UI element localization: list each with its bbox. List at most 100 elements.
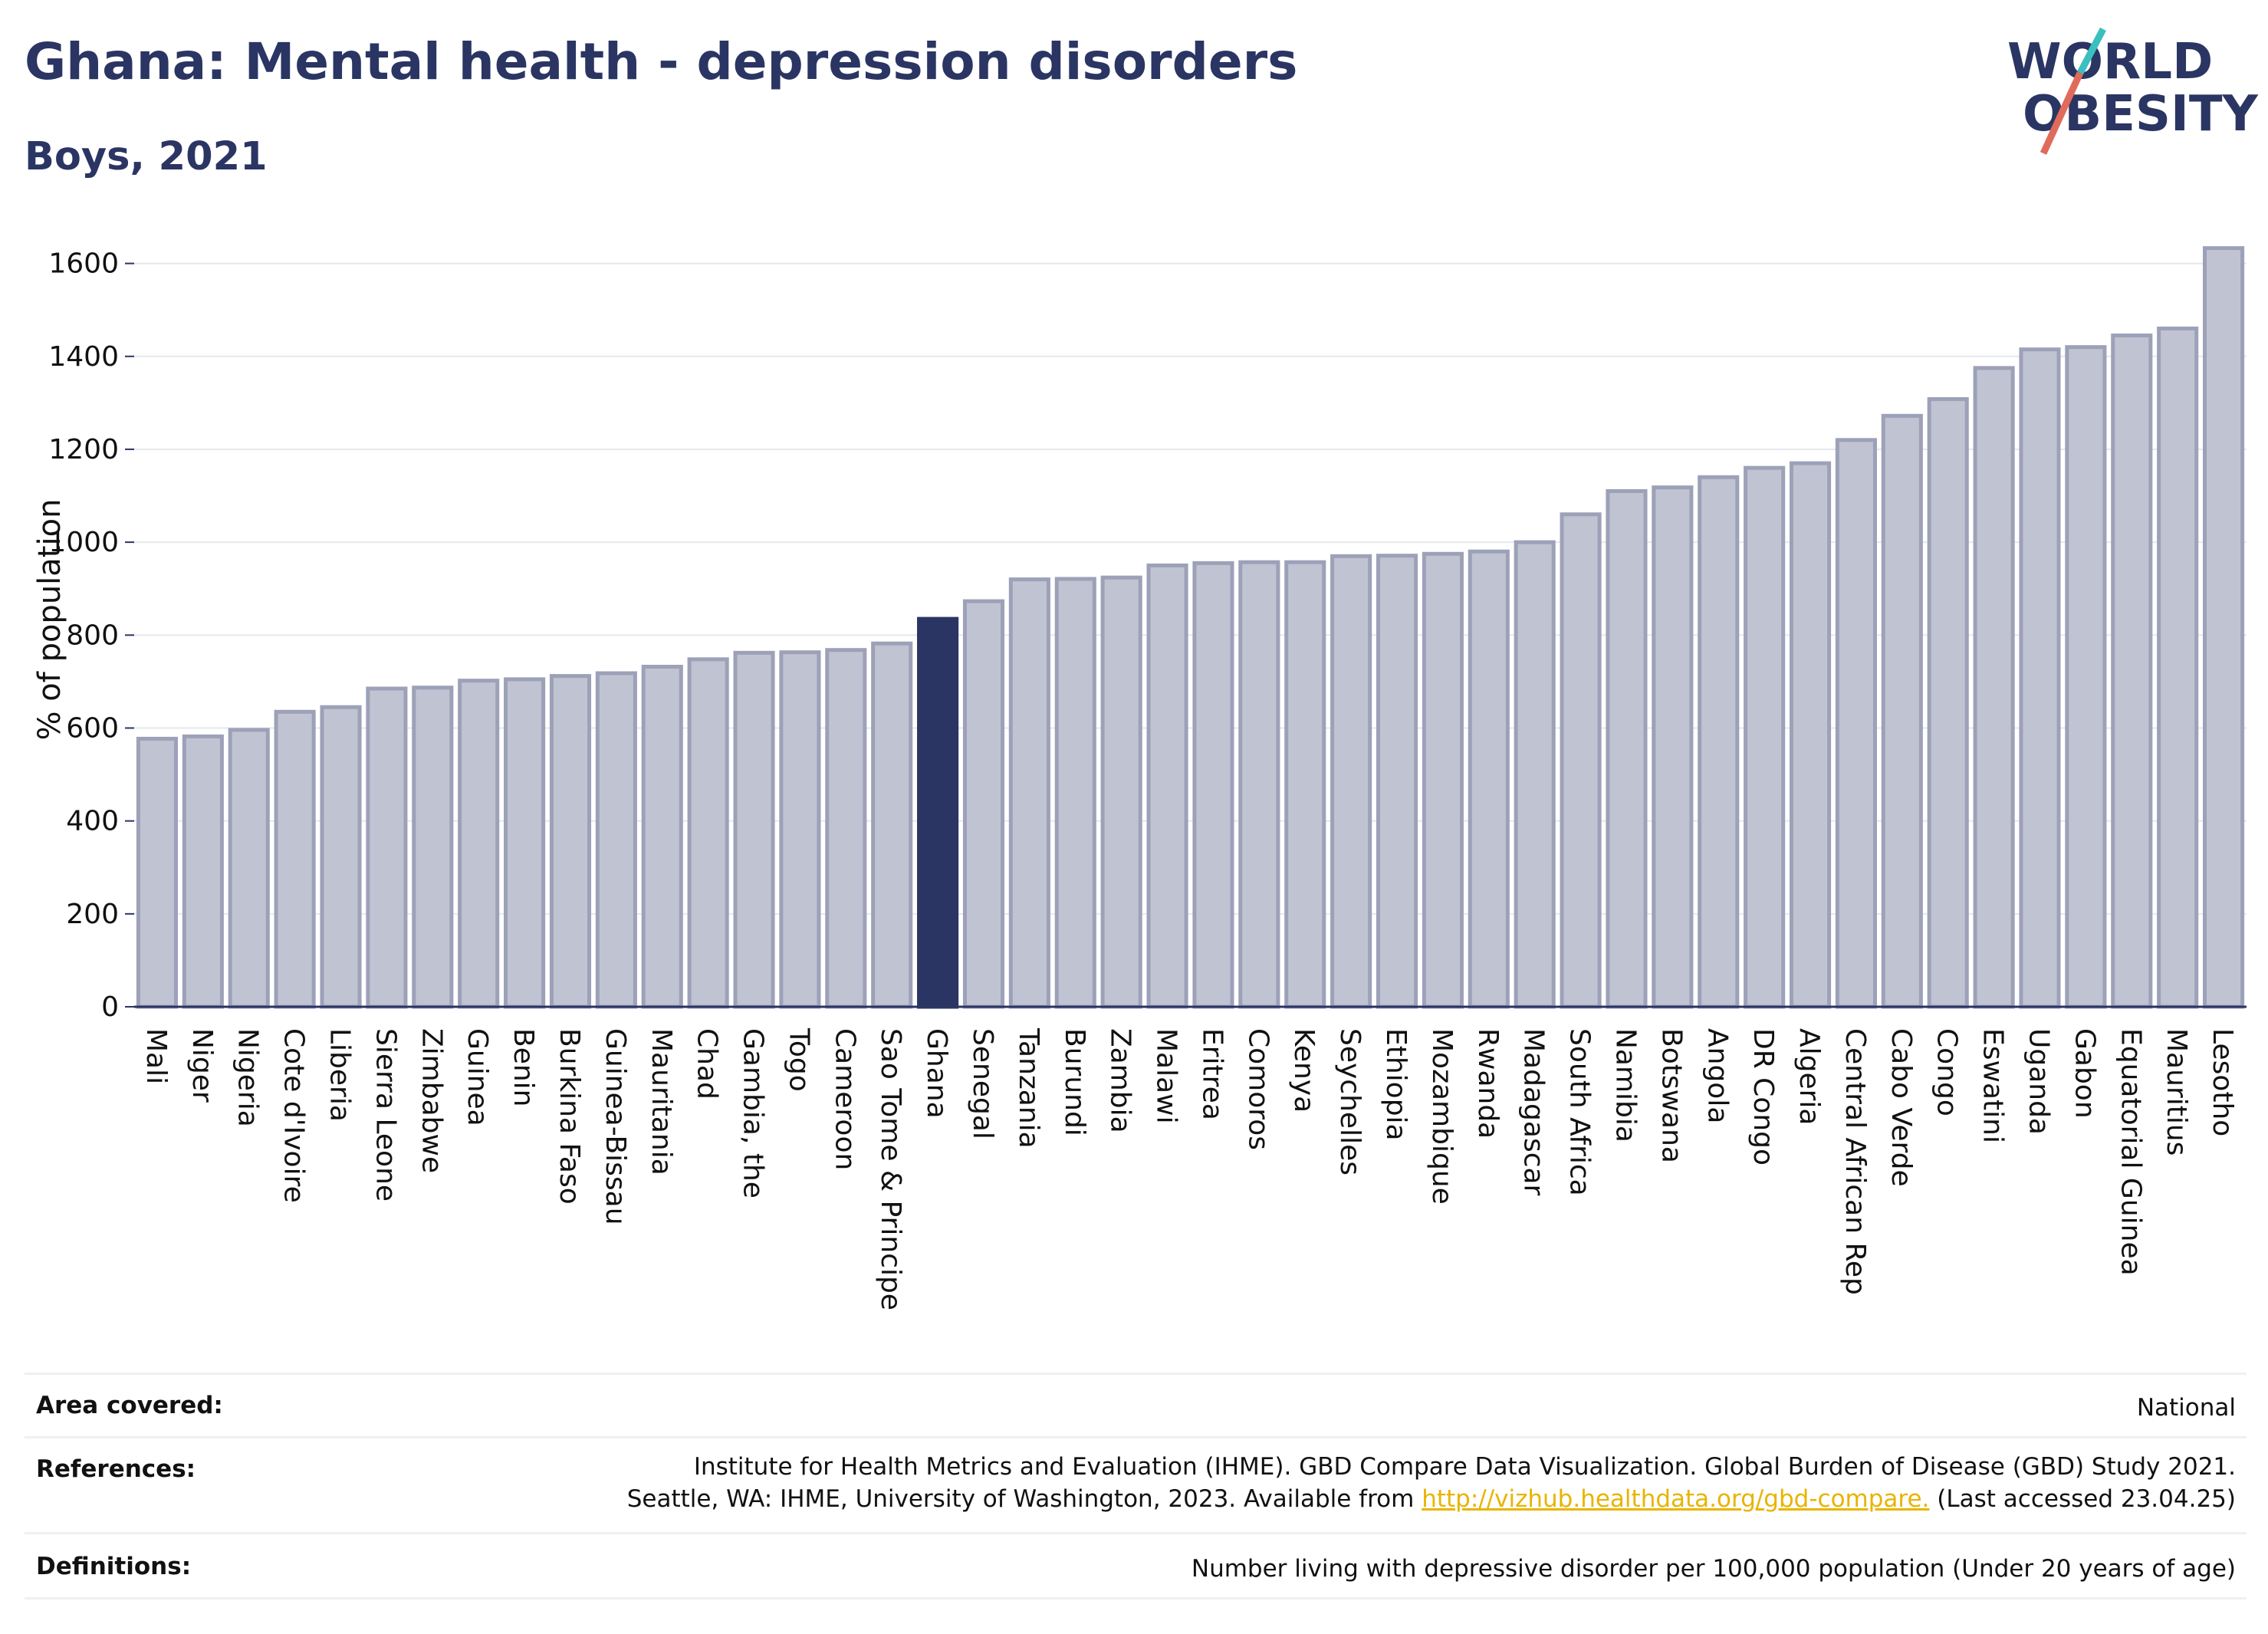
bar xyxy=(1881,413,1923,1009)
bar xyxy=(1008,577,1050,1009)
bar xyxy=(1744,465,1786,1009)
x-tick-label: Sierra Leone xyxy=(370,1028,401,1202)
references-label: References: xyxy=(36,1455,196,1483)
x-tick-label: Botswana xyxy=(1655,1028,1687,1163)
references-line-1: Institute for Health Metrics and Evaluat… xyxy=(693,1453,2236,1481)
x-tick-label: Kenya xyxy=(1288,1028,1320,1113)
bar xyxy=(2065,345,2107,1009)
bar xyxy=(2111,334,2153,1009)
bar xyxy=(1973,366,2015,1009)
y-axis-label: % of population xyxy=(32,499,67,741)
x-tick-label: Madagascar xyxy=(1518,1028,1550,1196)
page-title: Ghana: Mental health - depression disord… xyxy=(25,32,1298,91)
x-tick-label: Nigeria xyxy=(232,1028,264,1127)
references-line-2-text: Seattle, WA: IHME, University of Washing… xyxy=(626,1485,1422,1513)
x-tick-label: Cote d'Ivoire xyxy=(278,1028,310,1203)
x-tick-label: Senegal xyxy=(967,1028,998,1139)
bar xyxy=(641,664,683,1009)
bar xyxy=(1698,475,1740,1009)
x-tick-label: Mali xyxy=(140,1028,172,1084)
x-tick-label: Ethiopia xyxy=(1380,1028,1412,1141)
x-tick-label: Angola xyxy=(1701,1028,1733,1123)
y-tick-label: 1000 xyxy=(48,527,119,558)
references-link[interactable]: http://vizhub.healthdata.org/gbd-compare… xyxy=(1422,1485,1930,1513)
x-tick-label: Eritrea xyxy=(1196,1028,1228,1120)
x-tick-label: Gabon xyxy=(2069,1028,2100,1119)
x-tick-label: Congo xyxy=(1931,1028,1963,1116)
x-tick-label: Malawi xyxy=(1151,1028,1182,1124)
bar xyxy=(1560,512,1602,1009)
bar xyxy=(871,641,913,1009)
x-tick-label: Burkina Faso xyxy=(554,1028,585,1205)
definitions-value: Number living with depressive disorder p… xyxy=(1191,1555,2236,1583)
x-tick-label: Algeria xyxy=(1793,1028,1825,1126)
logo-slash-top xyxy=(2077,27,2106,75)
x-tick-label: Guinea xyxy=(462,1028,493,1126)
y-tick-label: 600 xyxy=(66,712,119,744)
x-tick-label: Seychelles xyxy=(1334,1028,1366,1175)
bar xyxy=(274,709,316,1009)
x-tick-label: Equatorial Guinea xyxy=(2115,1028,2146,1276)
y-tick-label: 1600 xyxy=(48,248,119,280)
bar xyxy=(366,686,408,1009)
info-row-area: Area covered: National xyxy=(25,1373,2247,1436)
x-tick-label: Gambia, the xyxy=(738,1028,769,1198)
bar xyxy=(2202,246,2245,1009)
x-tick-label: Rwanda xyxy=(1472,1028,1504,1139)
bar xyxy=(1192,561,1234,1009)
bar xyxy=(1514,540,1556,1009)
x-tick-label: South Africa xyxy=(1564,1028,1596,1196)
x-tick-label: Sao Tome & Principe xyxy=(875,1028,906,1310)
x-tick-label: Niger xyxy=(186,1028,218,1103)
x-tick-label: Cameroon xyxy=(829,1028,860,1170)
bar xyxy=(1330,554,1372,1009)
bar xyxy=(412,685,454,1009)
bar xyxy=(1652,485,1694,1009)
bar xyxy=(228,728,270,1009)
x-tick-label: Ghana xyxy=(921,1028,952,1119)
references-value: Institute for Health Metrics and Evaluat… xyxy=(627,1451,2236,1515)
bar xyxy=(136,736,179,1009)
references-line-2: Seattle, WA: IHME, University of Washing… xyxy=(627,1483,2236,1515)
x-tick-label: Zimbabwe xyxy=(416,1028,447,1173)
x-tick-label: Eswatini xyxy=(1977,1028,2009,1143)
info-row-definitions: Definitions: Number living with depressi… xyxy=(25,1532,2247,1597)
x-tick-label: Tanzania xyxy=(1013,1027,1044,1149)
area-covered-value: National xyxy=(2136,1394,2236,1422)
bar xyxy=(825,648,867,1009)
bar xyxy=(1284,560,1326,1009)
logo-text-world: WORLD xyxy=(2007,34,2213,90)
x-tick-label: Lesotho xyxy=(2207,1028,2238,1136)
definitions-label: Definitions: xyxy=(36,1553,192,1580)
bar xyxy=(1054,577,1096,1009)
bar xyxy=(1468,549,1510,1009)
bar xyxy=(2157,326,2199,1009)
bar xyxy=(1927,397,1969,1009)
bar-chart: 0 200 400 600 800 1000 1200 1400 1600 % of popula… xyxy=(32,246,2247,1310)
references-line-2-suffix: (Last accessed 23.04.25) xyxy=(1929,1485,2236,1513)
area-covered-label: Area covered: xyxy=(36,1392,223,1419)
x-tick-label: Cabo Verde xyxy=(1885,1028,1917,1187)
page-subtitle: Boys, 2021 xyxy=(25,134,268,179)
bar xyxy=(458,679,500,1009)
bar xyxy=(1376,554,1418,1009)
y-tick-label: 0 xyxy=(101,991,119,1023)
x-tick-label: Comoros xyxy=(1242,1028,1274,1150)
bar xyxy=(1789,461,1832,1009)
x-tick-label: Togo xyxy=(783,1027,814,1092)
bar xyxy=(779,650,821,1009)
x-tick-label: Mauritania xyxy=(646,1028,677,1175)
x-tick-label: Namibia xyxy=(1609,1028,1641,1142)
bar xyxy=(320,705,362,1009)
y-tick-label: 1400 xyxy=(48,341,119,373)
bar xyxy=(1100,575,1142,1009)
bar xyxy=(595,671,637,1009)
x-tick-label: Guinea-Bissau xyxy=(600,1028,631,1225)
bar xyxy=(1238,560,1280,1009)
bar-highlight xyxy=(917,616,959,1009)
x-tick-label: DR Congo xyxy=(1747,1028,1779,1165)
bar xyxy=(2019,347,2061,1009)
bar xyxy=(733,650,775,1009)
x-tick-label: Benin xyxy=(508,1028,539,1106)
world-obesity-logo: WORLD OBESITY xyxy=(2007,27,2258,155)
